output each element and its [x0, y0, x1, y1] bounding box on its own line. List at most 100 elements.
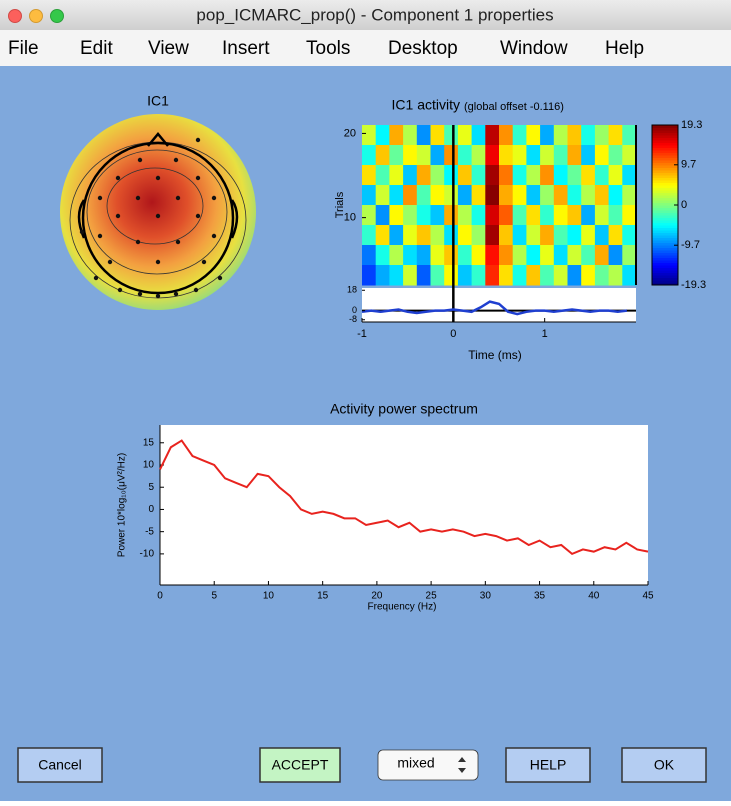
menu-item[interactable]: Desktop	[388, 38, 458, 59]
menu-item[interactable]: View	[148, 38, 189, 59]
heatmap-cell	[581, 225, 596, 246]
popup-menu[interactable]: mixed	[377, 749, 479, 781]
menu-item[interactable]: Tools	[306, 38, 350, 59]
button-box[interactable]	[505, 747, 591, 783]
heatmap-cell	[594, 125, 610, 146]
heatmap-cell	[416, 265, 431, 286]
heatmap-cell	[622, 185, 637, 206]
heatmap-cell	[540, 165, 555, 186]
heatmap-cell	[622, 205, 637, 226]
button[interactable]: Cancel	[17, 747, 103, 783]
heatmap-cell	[430, 185, 445, 206]
button-label[interactable]: ACCEPT	[272, 757, 329, 773]
minimize-button[interactable]	[29, 9, 43, 23]
colorbar-segment	[652, 177, 678, 181]
button-box[interactable]	[621, 747, 707, 783]
heatmap-cell	[622, 145, 637, 166]
heatmap-cell	[375, 245, 390, 266]
colorbar-segment	[652, 270, 678, 273]
colorbar-segment	[652, 195, 678, 198]
colorbar-segment	[652, 165, 678, 168]
menu-item[interactable]: Edit	[80, 38, 113, 59]
heatmap-cell	[416, 205, 431, 226]
colorbar-segment	[652, 185, 678, 188]
colorbar-segment	[652, 152, 678, 156]
y-tick-label: 5	[148, 482, 154, 493]
button-box[interactable]	[259, 747, 341, 783]
heatmap-cell	[499, 165, 514, 186]
heatmap-cell	[485, 265, 500, 286]
colorbar-segment	[652, 142, 678, 146]
heatmap-cell	[567, 245, 582, 266]
colorbar-segment	[652, 225, 678, 228]
heatmap-cell	[444, 225, 459, 246]
x-tick-label: 5	[211, 591, 217, 602]
button-box[interactable]	[17, 747, 103, 783]
heatmap-cell	[457, 245, 473, 266]
y-tick-label: -10	[140, 549, 155, 560]
chart-subtitle: (global offset -0.116)	[464, 101, 564, 113]
heatmap-cell	[608, 225, 623, 246]
heatmap-cell	[444, 245, 459, 266]
colorbar-segment	[652, 157, 678, 161]
erp-y-tick-label: 0	[352, 305, 357, 315]
popup-box[interactable]	[377, 749, 479, 781]
heatmap-cell	[540, 205, 555, 226]
button[interactable]: ACCEPT	[259, 747, 341, 783]
close-button[interactable]	[8, 9, 22, 23]
heatmap-cell	[540, 265, 555, 286]
spectrum-line	[159, 439, 649, 556]
colorbar-segment	[652, 232, 678, 236]
colorbar-segment	[652, 182, 678, 186]
erp-y-tick-label: -8	[349, 314, 357, 324]
x-tick-label: -1	[357, 328, 367, 340]
heatmap-cell	[471, 165, 486, 186]
colorbar-segment	[652, 240, 678, 243]
heatmap-cell	[553, 225, 568, 246]
popup-arrows[interactable]	[458, 757, 466, 773]
heatmap-cell	[512, 165, 527, 186]
heatmap-cell	[416, 145, 431, 166]
button[interactable]: HELP	[505, 747, 591, 783]
heatmap-cell	[403, 145, 418, 166]
heatmap-cell	[416, 165, 431, 186]
colorbar-segment	[652, 190, 678, 193]
heatmap-cell	[485, 165, 500, 186]
heatmap-cell	[526, 225, 541, 246]
colorbar-segment	[652, 245, 678, 248]
heatmap-cell	[512, 185, 527, 206]
menu-item[interactable]: Help	[605, 38, 644, 59]
heatmap-cell	[362, 145, 377, 166]
colorbar-segment	[652, 255, 678, 258]
heatmap-cell	[457, 225, 473, 246]
button-label[interactable]: OK	[654, 757, 675, 773]
heatmap-cell	[553, 205, 568, 226]
heatmap-cell	[430, 145, 445, 166]
button[interactable]: OK	[621, 747, 707, 783]
menu-item[interactable]: File	[8, 38, 39, 59]
heatmap-cell	[430, 205, 445, 226]
button-label[interactable]: Cancel	[38, 757, 82, 773]
heatmap-cell	[430, 245, 445, 266]
heatmap-cell	[430, 125, 445, 146]
heatmap-cell	[499, 145, 514, 166]
heatmap-cell	[403, 265, 418, 286]
colorbar-segment	[652, 207, 678, 211]
button-label[interactable]: mixed	[397, 755, 434, 771]
colorbar-segment	[652, 210, 678, 213]
heatmap-cell	[444, 165, 459, 186]
heatmap-cell	[526, 125, 541, 146]
zoom-button[interactable]	[50, 9, 64, 23]
colorbar-segment	[652, 180, 678, 183]
button-label[interactable]: HELP	[530, 757, 567, 773]
heatmap-cell	[526, 265, 541, 286]
heatmap-cell	[499, 245, 514, 266]
menu-item[interactable]: Window	[500, 38, 568, 59]
colorbar-segment	[652, 247, 678, 251]
colorbar-segment	[652, 275, 678, 278]
heatmap-cell	[526, 205, 541, 226]
heatmap-cell	[608, 145, 623, 166]
menu-item[interactable]: Insert	[222, 38, 270, 59]
colorbar-segment	[652, 252, 678, 256]
heatmap-cell	[362, 205, 377, 226]
